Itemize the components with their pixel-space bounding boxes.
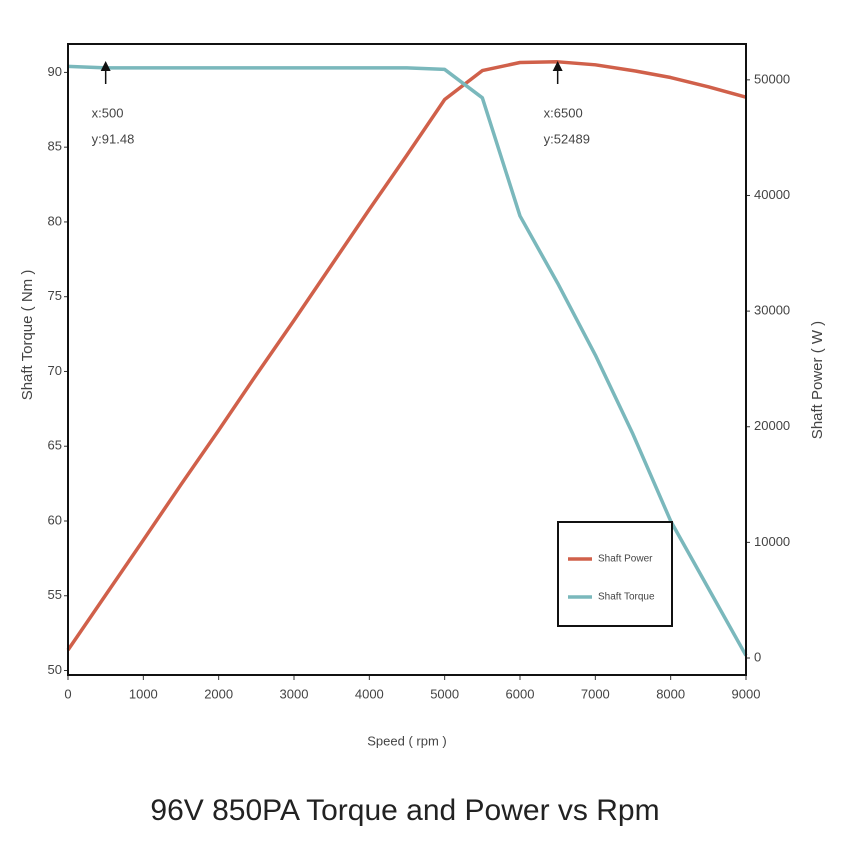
x-tick-label: 5000 (430, 686, 459, 701)
plot-frame (67, 43, 747, 676)
y-tick-label: 50 (48, 662, 62, 677)
y2-tick-label: 20000 (754, 418, 790, 433)
x-tick-label: 9000 (732, 686, 761, 701)
y-axis-label: Shaft Torque ( Nm ) (19, 270, 36, 401)
y2-tick-label: 10000 (754, 534, 790, 549)
annotation-text: y:91.48 (92, 131, 135, 146)
x-tick-label: 4000 (355, 686, 384, 701)
annotation-text: x:500 (92, 105, 124, 120)
annotation-arrowhead (100, 61, 111, 71)
x-tick-label: 7000 (581, 686, 610, 701)
annotation-arrowhead (552, 61, 563, 71)
x-tick-label: 8000 (656, 686, 685, 701)
y-tick-label: 55 (48, 587, 62, 602)
y-tick-label: 85 (48, 139, 62, 154)
legend-label: Shaft Torque (598, 592, 655, 603)
x-tick-label: 2000 (204, 686, 233, 701)
legend-label: Shaft Power (598, 554, 653, 565)
y2-tick-label: 30000 (754, 303, 790, 318)
y-tick-label: 65 (48, 438, 62, 453)
x-axis-label: Speed ( rpm ) (367, 733, 446, 748)
series-line (66, 60, 747, 652)
y2-tick-label: 0 (754, 649, 761, 664)
y2-axis-label: Shaft Power ( W ) (809, 321, 826, 439)
chart-title: 96V 850PA Torque and Power vs Rpm (150, 794, 659, 827)
y-tick-label: 75 (48, 288, 62, 303)
y2-tick-label: 50000 (754, 71, 790, 86)
x-tick-label: 3000 (280, 686, 309, 701)
annotation-text: x:6500 (544, 105, 583, 120)
y-tick-label: 70 (48, 363, 62, 378)
y-tick-label: 80 (48, 213, 62, 228)
legend-box (557, 521, 673, 627)
x-tick-label: 0 (64, 686, 71, 701)
annotation-text: y:52489 (544, 131, 590, 146)
x-tick-label: 1000 (129, 686, 158, 701)
x-tick-label: 6000 (506, 686, 535, 701)
series-line (67, 64, 748, 657)
y-tick-label: 90 (48, 64, 62, 79)
y-tick-label: 60 (48, 512, 62, 527)
y2-tick-label: 40000 (754, 187, 790, 202)
